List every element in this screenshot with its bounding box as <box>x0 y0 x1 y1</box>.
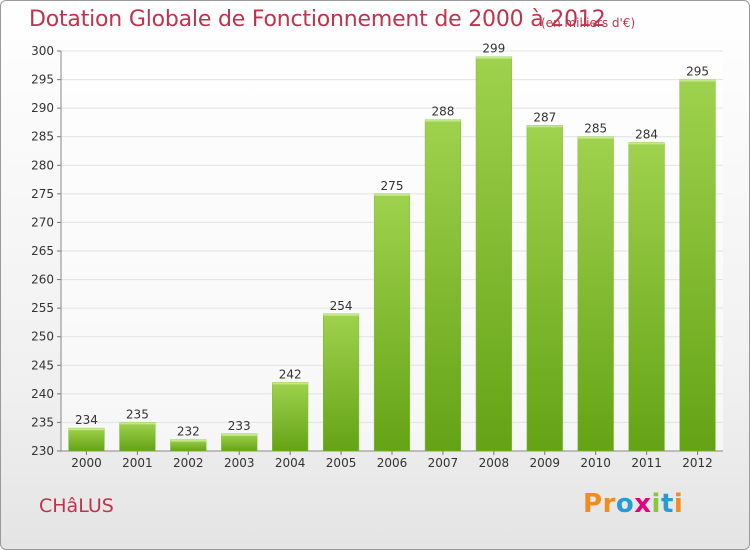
x-tick-label: 2004 <box>275 456 306 470</box>
bar-highlight <box>526 125 563 128</box>
y-tick-label: 290 <box>31 101 54 115</box>
y-tick-label: 265 <box>31 244 54 258</box>
data-label: 232 <box>177 425 200 439</box>
label-layer: 234 235 232 233 242 254 275 288 299 287 285 284 295 <box>75 42 709 439</box>
bar-layer <box>68 56 716 452</box>
city-name: CHâLUS <box>39 495 114 517</box>
bar-highlight <box>68 428 105 431</box>
bar <box>119 422 156 452</box>
data-label: 288 <box>431 105 454 119</box>
bar-highlight <box>679 79 716 82</box>
proxiti-logo: Proxiti <box>583 489 683 519</box>
x-tick-label: 2000 <box>71 456 102 470</box>
y-tick-label: 230 <box>31 444 54 458</box>
x-tick-label: 2005 <box>326 456 357 470</box>
x-tick-label: 2007 <box>428 456 459 470</box>
x-tick-label: 2006 <box>377 456 408 470</box>
data-label: 275 <box>381 179 404 193</box>
x-tick-label: 2010 <box>580 456 611 470</box>
bar <box>272 382 309 452</box>
y-tick-label: 260 <box>31 273 54 287</box>
bar-highlight <box>577 136 614 139</box>
x-tick-label: 2003 <box>224 456 255 470</box>
x-tick-label: 2008 <box>479 456 510 470</box>
bar <box>323 313 360 452</box>
y-tick-label: 245 <box>31 358 54 372</box>
bar-highlight <box>119 422 156 425</box>
x-tick-label: 2002 <box>173 456 204 470</box>
x-tick-label: 2011 <box>631 456 662 470</box>
logo-letter: i <box>673 489 684 519</box>
y-tick-label: 285 <box>31 130 54 144</box>
bar <box>424 119 461 452</box>
data-label: 285 <box>584 122 607 136</box>
y-tick-label: 255 <box>31 301 54 315</box>
bar-highlight <box>221 433 258 436</box>
data-label: 287 <box>533 110 556 124</box>
bar <box>679 79 716 452</box>
bar <box>373 193 411 452</box>
data-label: 295 <box>686 65 709 79</box>
bar-highlight <box>425 119 461 122</box>
bar-highlight <box>476 56 512 59</box>
bar-highlight <box>170 439 207 442</box>
logo-letter: P <box>583 489 603 519</box>
bar-highlight <box>323 313 359 316</box>
bar <box>526 125 563 452</box>
data-label: 235 <box>126 407 149 421</box>
data-label: 299 <box>482 42 505 56</box>
x-tick-label: 2001 <box>122 456 153 470</box>
y-tick-label: 295 <box>31 73 54 87</box>
bar <box>475 56 512 452</box>
y-tick-label: 270 <box>31 215 54 229</box>
logo-letter: i <box>651 489 661 519</box>
chart-title: Dotation Globale de Fonctionnement de 20… <box>29 7 606 32</box>
y-tick-label: 240 <box>31 387 54 401</box>
x-tick-label: 2009 <box>529 456 560 470</box>
y-tick-label: 300 <box>31 44 54 58</box>
logo-letter: t <box>660 489 674 519</box>
logo-letter: r <box>602 489 616 519</box>
y-tick-label: 250 <box>31 330 54 344</box>
bar <box>221 433 258 452</box>
y-tick-label: 280 <box>31 158 54 172</box>
y-tick-label: 235 <box>31 415 54 429</box>
unit-note: (en milliers d'€) <box>541 16 636 30</box>
bar <box>577 136 614 452</box>
bar <box>68 427 105 452</box>
data-label: 242 <box>279 367 302 381</box>
data-label: 284 <box>635 127 658 141</box>
logo-letter: x <box>634 489 652 519</box>
data-label: 233 <box>228 419 251 433</box>
x-tick-label: 2012 <box>682 456 713 470</box>
logo-letter: o <box>615 489 635 519</box>
bar <box>628 142 665 452</box>
data-label: 234 <box>75 413 98 427</box>
bar-highlight <box>374 193 410 196</box>
bar-highlight <box>628 142 665 145</box>
y-tick-label: 275 <box>31 187 54 201</box>
bar-highlight <box>272 382 308 385</box>
data-label: 254 <box>330 299 353 313</box>
